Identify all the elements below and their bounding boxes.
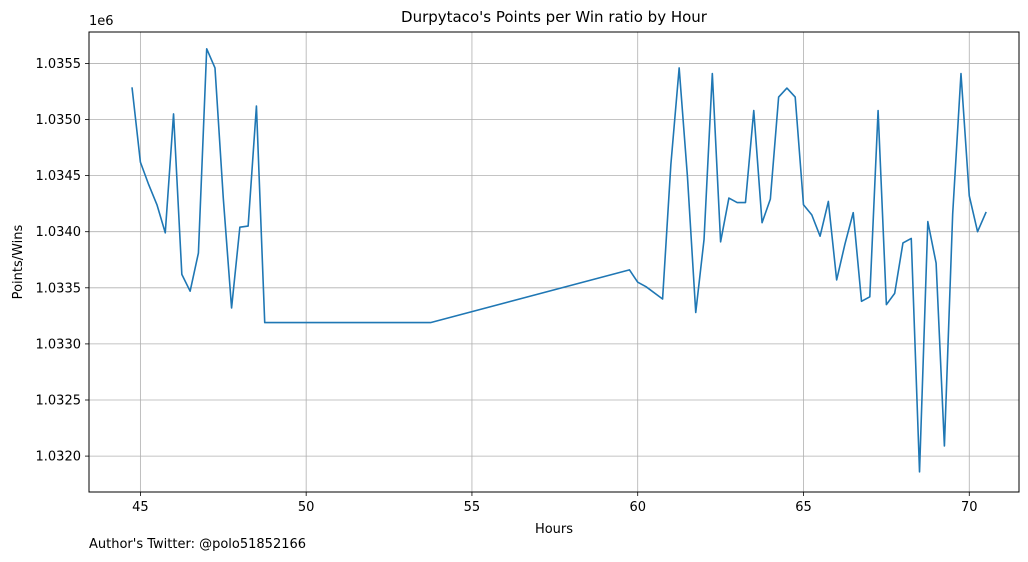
series-line bbox=[131, 48, 987, 473]
y-tick-label: 1.0330 bbox=[36, 337, 82, 352]
chart-title: Durpytaco's Points per Win ratio by Hour bbox=[401, 8, 708, 26]
x-tick-label: 65 bbox=[795, 500, 812, 515]
grid-lines bbox=[89, 32, 1019, 492]
y-axis-offset-label: 1e6 bbox=[89, 14, 114, 29]
x-axis: 45 50 55 60 65 70 bbox=[132, 492, 978, 515]
y-axis: 1.0320 1.0325 1.0330 1.0335 1.0340 1.0345 1.03… bbox=[36, 57, 89, 465]
x-tick-label: 55 bbox=[464, 500, 481, 515]
x-tick-label: 70 bbox=[961, 500, 978, 515]
author-twitter-note: Author's Twitter: @polo51852166 bbox=[89, 537, 307, 552]
plot-frame bbox=[88, 31, 1020, 493]
y-tick-label: 1.0355 bbox=[36, 57, 82, 72]
y-tick-label: 1.0335 bbox=[36, 281, 82, 296]
y-tick-label: 1.0345 bbox=[36, 169, 82, 184]
series-group bbox=[131, 48, 987, 473]
x-axis-title: Hours bbox=[535, 522, 573, 537]
y-tick-label: 1.0320 bbox=[36, 450, 82, 465]
y-axis-title: Points/Wins bbox=[11, 224, 26, 299]
x-tick-label: 60 bbox=[629, 500, 646, 515]
y-tick-label: 1.0325 bbox=[36, 394, 82, 409]
y-tick-label: 1.0350 bbox=[36, 113, 82, 128]
x-tick-label: 45 bbox=[132, 500, 149, 515]
x-tick-label: 50 bbox=[298, 500, 315, 515]
y-tick-label: 1.0340 bbox=[36, 225, 82, 240]
